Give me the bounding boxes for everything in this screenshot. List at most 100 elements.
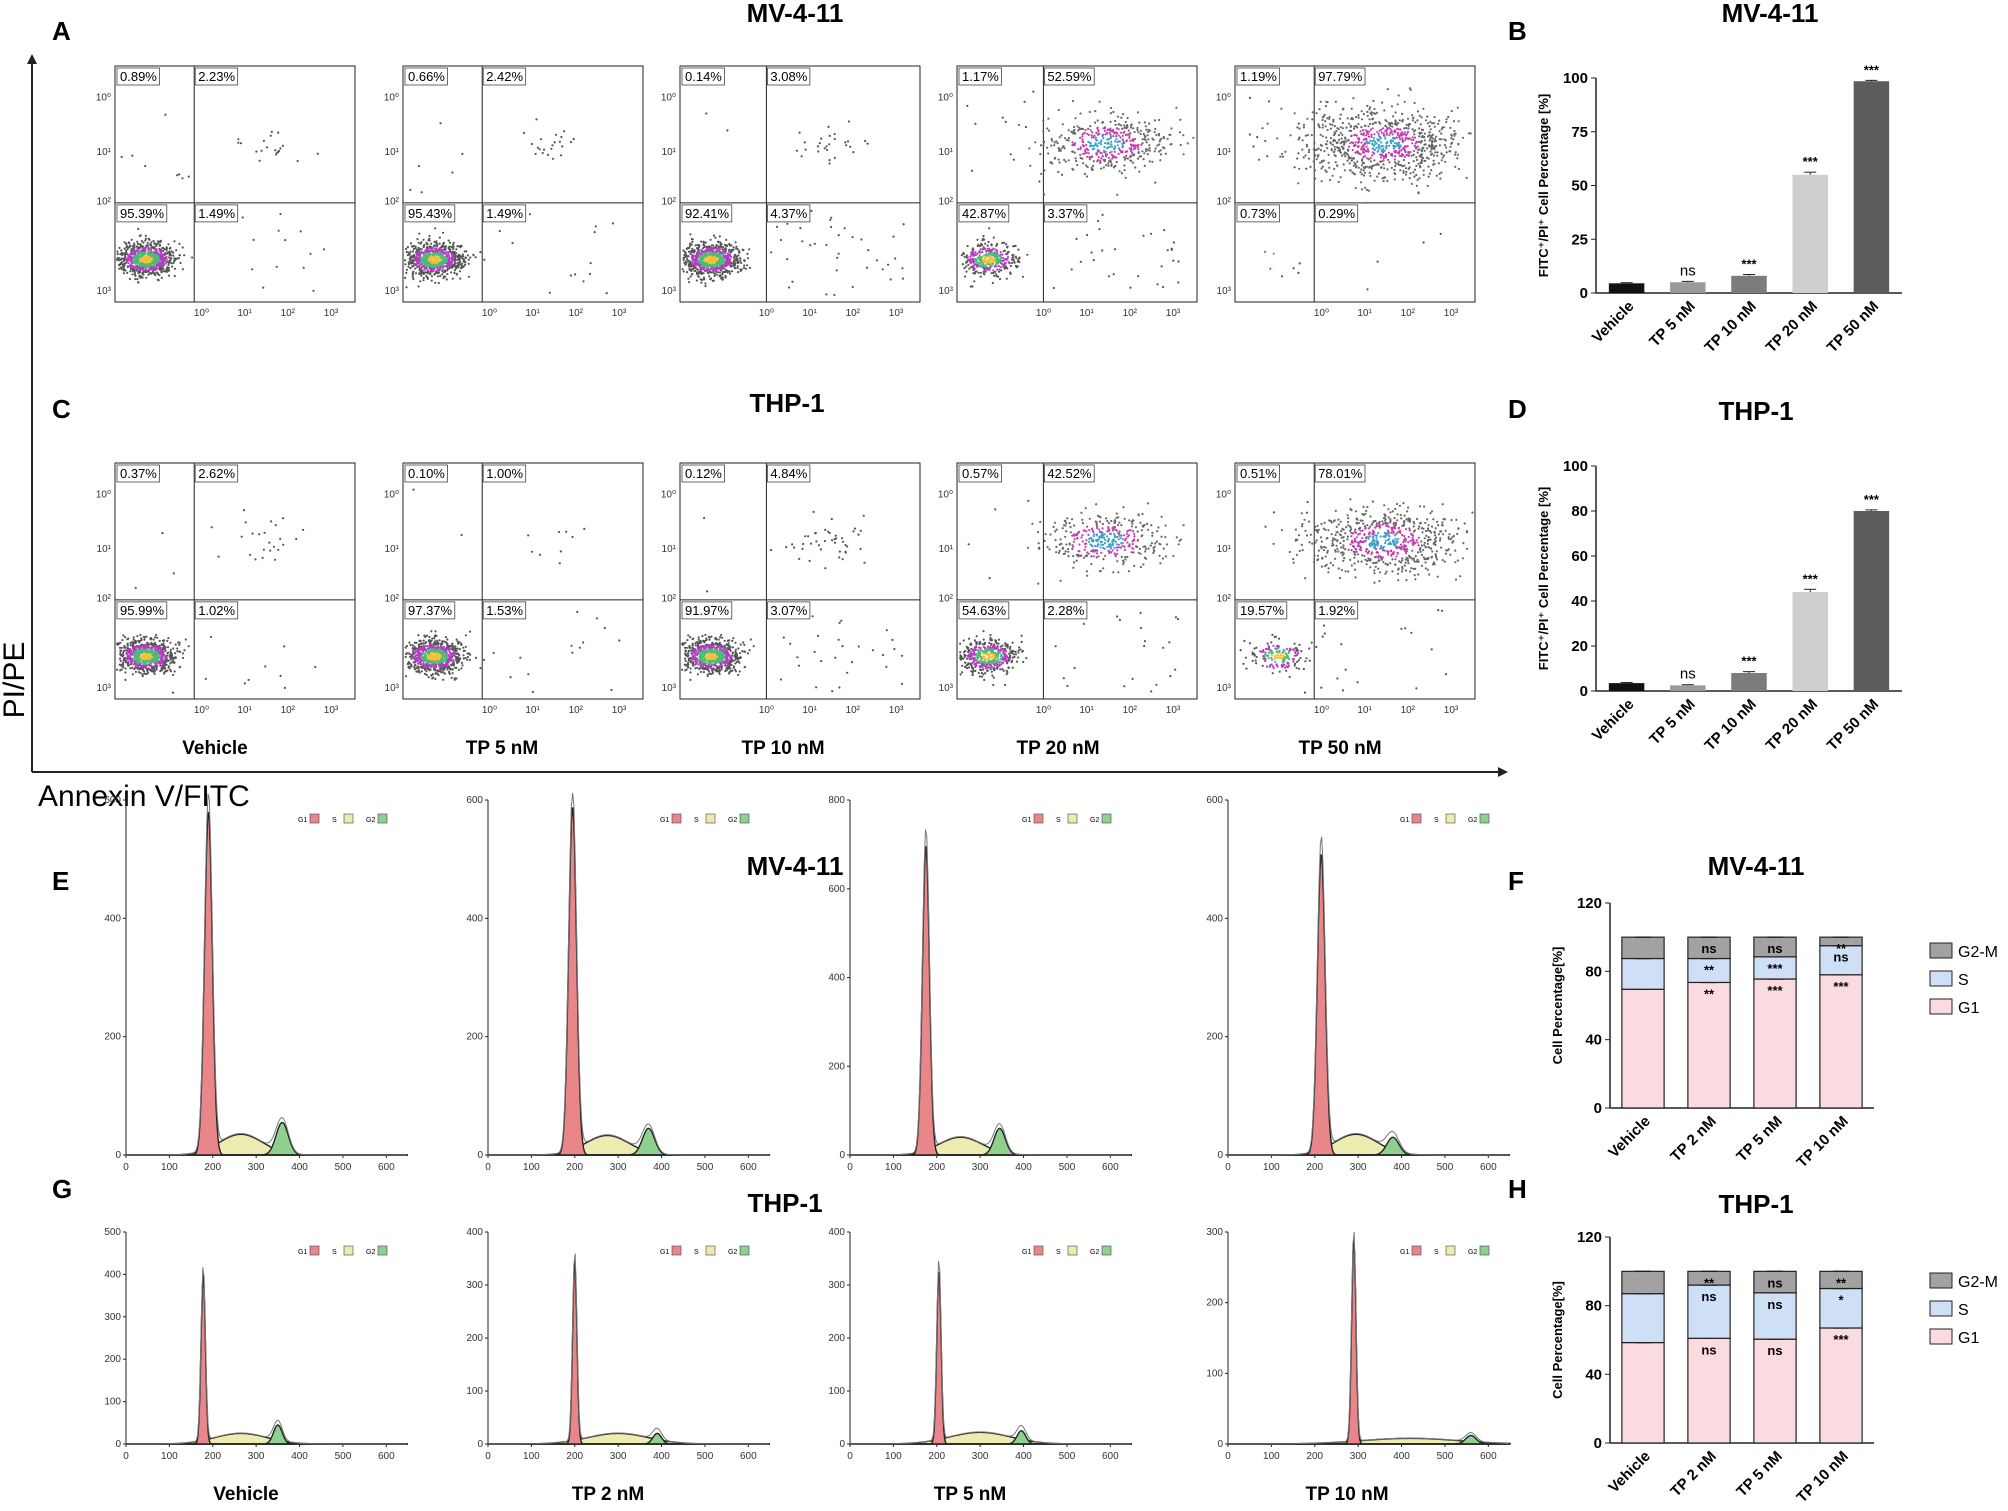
event-dot <box>1420 116 1423 119</box>
event-dot <box>162 258 165 261</box>
event-dot <box>973 263 976 266</box>
event-dot <box>1396 103 1399 106</box>
event-dot <box>281 144 284 147</box>
event-dot <box>452 245 455 248</box>
event-dot <box>137 281 140 284</box>
event-dot <box>127 246 130 249</box>
flow-condition-label: TP 5 nM <box>466 738 539 759</box>
event-dot <box>131 252 134 255</box>
event-dot <box>686 258 689 261</box>
event-dot <box>1114 145 1117 148</box>
event-dot <box>1114 156 1117 159</box>
event-dot <box>1382 134 1385 137</box>
event-dot <box>1397 143 1400 146</box>
event-dot <box>162 264 166 267</box>
event-dot <box>1339 113 1342 116</box>
event-dot <box>412 265 415 268</box>
event-dot <box>1404 133 1407 136</box>
event-dot <box>1057 158 1060 161</box>
event-dot <box>419 269 422 273</box>
flow-plot: 0.14% 3.08%92.41% 4.37%10⁰10³10¹10²10²10¹1… <box>661 65 921 319</box>
event-dot <box>1114 135 1118 138</box>
event-dot <box>435 244 438 247</box>
event-dot <box>133 246 136 249</box>
event-dot <box>736 257 739 261</box>
x-tick-label: 10³ <box>1166 308 1181 319</box>
event-dot <box>999 253 1002 256</box>
event-dot <box>718 271 722 274</box>
event-dot <box>1411 119 1414 122</box>
event-dot <box>1296 157 1299 160</box>
event-dot <box>1367 135 1370 138</box>
event-dot <box>1115 138 1118 141</box>
event-dot <box>1365 145 1368 148</box>
event-dot <box>1366 110 1369 113</box>
event-dot <box>686 255 689 258</box>
event-dot <box>1365 150 1368 153</box>
event-dot <box>436 267 439 270</box>
event-dot <box>1426 147 1429 150</box>
event-dot <box>1305 167 1308 170</box>
event-dot <box>1397 160 1400 163</box>
event-dot <box>1418 127 1421 130</box>
event-dot <box>1408 177 1411 180</box>
event-dot <box>1400 149 1403 152</box>
event-dot <box>1134 147 1137 150</box>
event-dot <box>239 142 242 145</box>
event-dot <box>136 635 139 638</box>
event-dot <box>1136 157 1140 160</box>
event-dot <box>1023 100 1026 103</box>
x-tick-label: 10³ <box>324 308 339 319</box>
event-dot <box>1429 128 1432 131</box>
event-dot <box>1406 130 1410 133</box>
event-dot <box>1166 249 1169 252</box>
event-dot <box>1457 167 1460 171</box>
event-dot <box>168 247 171 250</box>
event-dot <box>157 242 160 245</box>
event-dot <box>1112 110 1115 114</box>
event-dot <box>428 259 431 262</box>
event-dot <box>1047 117 1050 120</box>
x-tick-label: 10⁰ <box>1314 308 1329 319</box>
event-dot <box>1098 228 1101 231</box>
event-dot <box>277 131 280 134</box>
event-dot <box>825 145 828 148</box>
event-dot <box>1430 139 1434 142</box>
event-dot <box>1162 285 1165 289</box>
event-dot <box>691 267 695 271</box>
event-dot <box>1454 151 1457 154</box>
event-dot <box>1418 164 1421 168</box>
event-dot <box>118 263 121 266</box>
event-dot <box>1148 149 1151 152</box>
event-dot <box>1002 256 1005 260</box>
event-dot <box>982 263 985 266</box>
event-dot <box>143 264 146 268</box>
event-dot <box>135 262 139 265</box>
event-dot <box>1130 150 1133 153</box>
event-dot <box>986 244 989 247</box>
plot-frame <box>114 65 356 303</box>
event-dot <box>1435 174 1438 177</box>
event-dot <box>717 245 720 248</box>
event-dot <box>140 240 143 243</box>
event-dot <box>1367 189 1370 192</box>
event-dot <box>120 262 123 265</box>
event-dot <box>1371 142 1374 146</box>
event-dot <box>442 245 445 248</box>
event-dot <box>439 265 442 269</box>
event-dot <box>1469 132 1472 135</box>
event-dot <box>965 256 968 259</box>
event-dot <box>176 257 179 260</box>
event-dot <box>1101 133 1104 136</box>
event-dot <box>901 267 904 270</box>
event-dot <box>1402 133 1405 136</box>
event-dot <box>1319 100 1322 103</box>
event-dot <box>1422 107 1425 110</box>
event-dot <box>709 271 712 274</box>
event-dot <box>136 256 139 259</box>
event-dot <box>965 254 968 257</box>
event-dot <box>439 259 442 262</box>
event-dot <box>1397 94 1400 97</box>
y-tick-label: 10³ <box>1217 286 1232 297</box>
event-dot <box>419 280 422 283</box>
